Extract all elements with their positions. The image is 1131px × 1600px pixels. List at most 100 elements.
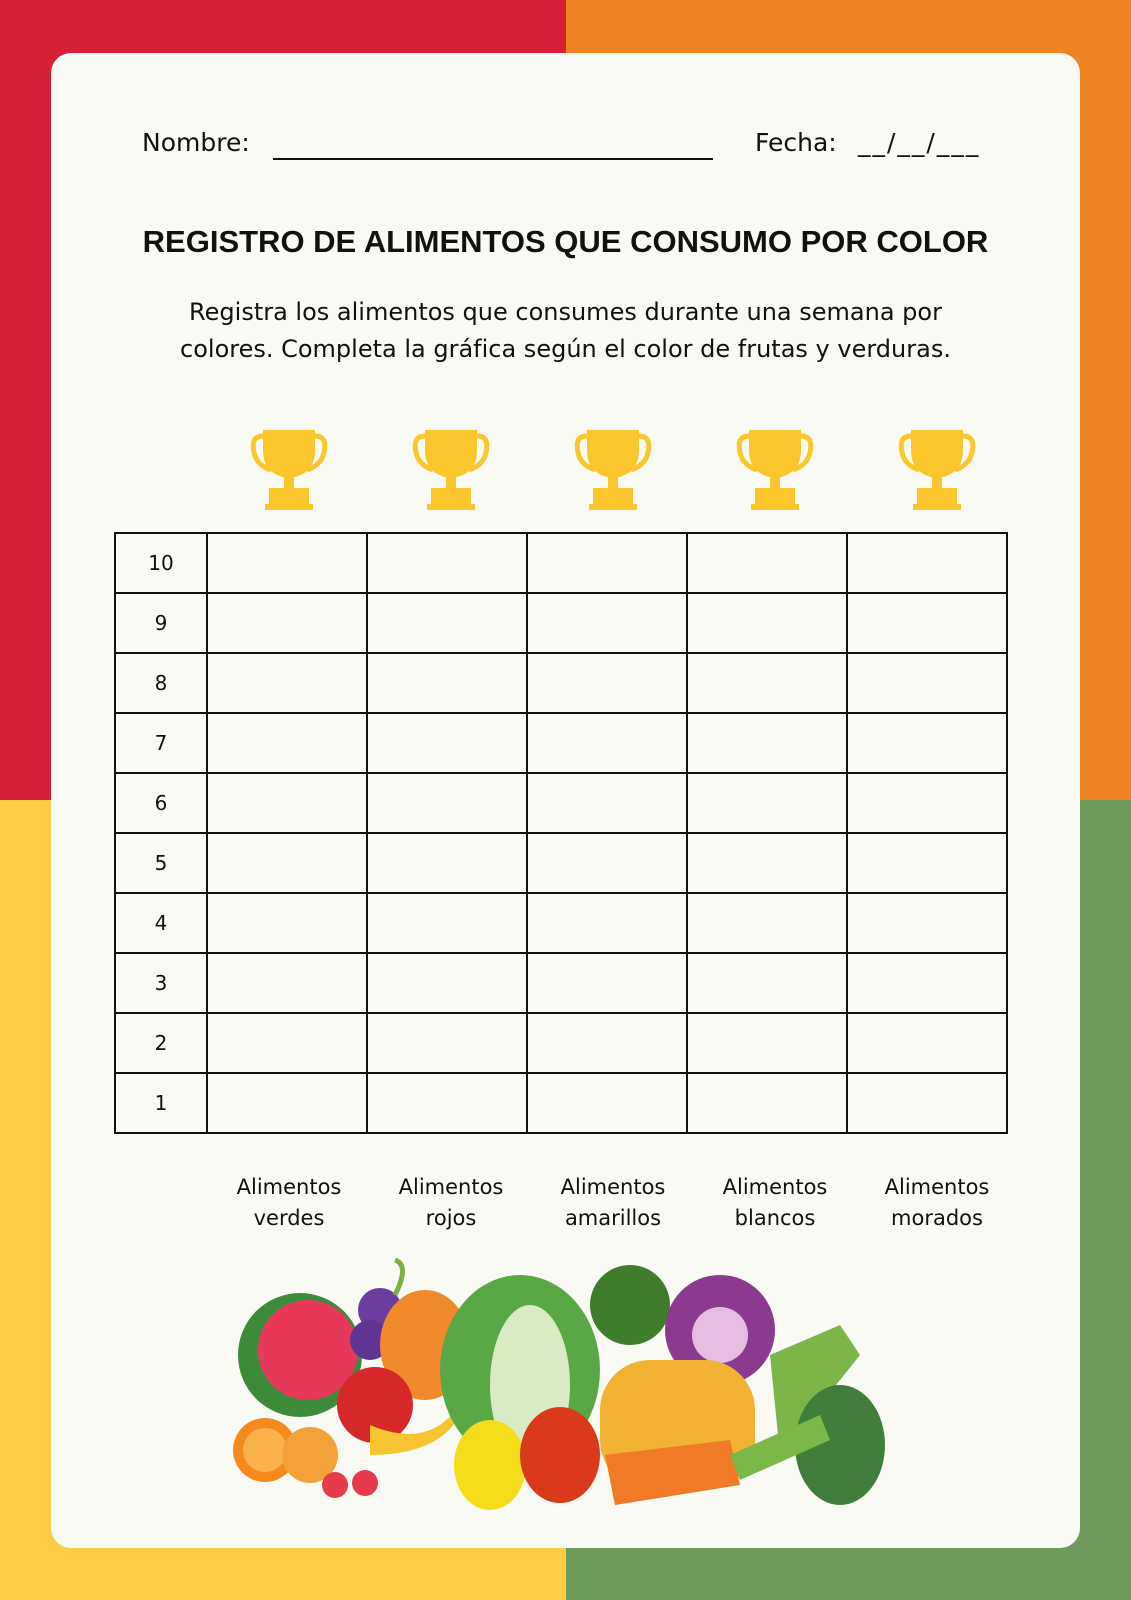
trophy [898,430,976,510]
column-label-line: rojos [425,1206,477,1230]
trophy-base [593,488,633,506]
row-label: 5 [114,832,208,894]
row-label: 2 [114,1012,208,1074]
table-row: 8 [114,652,1008,714]
trophy-foot [913,504,961,510]
empty-cell [686,892,848,954]
empty-cell [686,772,848,834]
instructions-line: colores. Completa la gráfica según el co… [180,335,951,363]
empty-cell [366,772,528,834]
empty-cell [846,832,1008,894]
empty-cell [206,772,368,834]
title: REGISTRO DE ALIMENTOS QUE CONSUMO POR CO… [142,224,989,259]
trophy-base [269,488,309,506]
empty-cell [206,592,368,654]
trophy-handles [250,433,328,473]
empty-cell [206,652,368,714]
column-label-line: Alimentos [560,1175,666,1199]
row-label: 7 [114,712,208,774]
food-illustration [233,1257,885,1510]
trophy-stem [932,476,942,490]
empty-cell [846,652,1008,714]
column-label-line: Alimentos [236,1175,342,1199]
name-line [273,158,713,160]
trophy-base [431,488,471,506]
empty-cell [526,532,688,594]
empty-cell [686,952,848,1014]
table-row: 10 [114,532,1008,594]
trophy [412,430,490,510]
empty-cell [366,1072,528,1134]
empty-cell [366,712,528,774]
trophy-handles [412,433,490,473]
column-label: Alimentos verdes [208,1172,370,1234]
table-row: 3 [114,952,1008,1014]
trophy-base [917,488,957,506]
column-label-line: Alimentos [722,1175,828,1199]
empty-cell [366,1012,528,1074]
trophy-handles [898,433,976,473]
trophy-cup [911,430,963,478]
empty-cell [366,892,528,954]
empty-cell [686,592,848,654]
date-label: Fecha: [755,128,837,157]
table-row: 6 [114,772,1008,834]
chart-table: 10 9 8 7 6 5 4 3 2 1 [114,532,1008,1134]
empty-cell [846,532,1008,594]
empty-cell [526,712,688,774]
column-label-line: amarillos [564,1206,662,1230]
row-label: 3 [114,952,208,1014]
empty-cell [846,1072,1008,1134]
empty-cell [526,592,688,654]
row-label: 1 [114,1072,208,1134]
trophy-stem [608,476,618,490]
row-label: 4 [114,892,208,954]
trophy-stem [284,476,294,490]
empty-cell [206,1072,368,1134]
empty-cell [686,1072,848,1134]
empty-cell [366,952,528,1014]
trophy [574,430,652,510]
empty-cell [846,592,1008,654]
empty-cell [206,712,368,774]
empty-cell [686,532,848,594]
table-row: 9 [114,592,1008,654]
empty-cell [526,1072,688,1134]
trophy-handles [574,433,652,473]
empty-cell [846,1012,1008,1074]
trophy-foot [751,504,799,510]
table-row: 1 [114,1072,1008,1134]
empty-cell [526,1012,688,1074]
table-row: 7 [114,712,1008,774]
trophy-cup [587,430,639,478]
trophy-stem [770,476,780,490]
column-label: Alimentos rojos [370,1172,532,1234]
trophy-cup [425,430,477,478]
empty-cell [206,892,368,954]
table-row: 5 [114,832,1008,894]
table-row: 4 [114,892,1008,954]
instructions-line: Registra los alimentos que consumes dura… [189,298,942,326]
column-label-line: blancos [734,1206,816,1230]
trophy-cup [749,430,801,478]
empty-cell [206,952,368,1014]
column-label-line: verdes [253,1206,325,1230]
empty-cell [366,592,528,654]
empty-cell [366,652,528,714]
trophy-foot [427,504,475,510]
row-label: 9 [114,592,208,654]
trophy [250,430,328,510]
column-label-line: Alimentos [398,1175,504,1199]
empty-cell [366,832,528,894]
trophy-cup [263,430,315,478]
trophy [736,430,814,510]
row-label: 8 [114,652,208,714]
empty-cell [206,1012,368,1074]
name-label: Nombre: [142,128,250,157]
column-label-line: Alimentos [884,1175,990,1199]
empty-cell [846,952,1008,1014]
column-label-line: morados [891,1206,983,1230]
empty-cell [206,532,368,594]
empty-cell [846,772,1008,834]
